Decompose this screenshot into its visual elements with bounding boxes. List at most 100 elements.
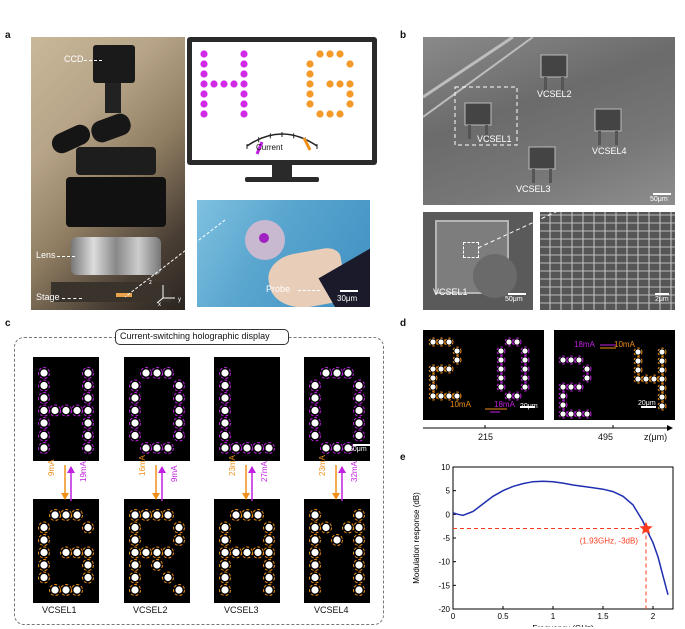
- monitor-stand: [272, 165, 292, 177]
- y-tick-label: 0: [446, 510, 451, 519]
- vcsel2-structure: [540, 54, 568, 91]
- gauge-needle-orange: [302, 137, 312, 151]
- current-low-2: 16mA: [138, 455, 147, 476]
- hologram-bottom-3: [214, 499, 280, 603]
- vcsel2-label: VCSEL2: [537, 89, 572, 99]
- monitor-screen: [200, 50, 354, 155]
- x-tick-label: 0: [451, 612, 456, 621]
- hologram-top-3: [214, 357, 280, 461]
- current-label: Current: [256, 143, 283, 152]
- x-tick-label: 1.5: [597, 612, 609, 621]
- marker-label: (1.93GHz, -3dB): [580, 537, 639, 546]
- probe-scalebar: [340, 290, 358, 292]
- chart-frame: [452, 466, 674, 610]
- y-tick-label: -5: [443, 534, 451, 543]
- current-high-4: 32mA: [350, 461, 359, 482]
- hologram-top-1: [33, 357, 99, 461]
- stage-pointer: [62, 298, 82, 299]
- probe-scale-label: 30μm: [337, 294, 358, 303]
- d-z-right: 495: [598, 432, 614, 442]
- y-tick-label: -20: [438, 605, 450, 614]
- sem-scalebar-1: [653, 193, 671, 195]
- d-digits-20: [428, 337, 530, 401]
- current-high-3: 27mA: [260, 461, 269, 482]
- panel-letter-e: e: [400, 452, 406, 463]
- d-right-label-a: 18mA: [574, 340, 595, 349]
- panel-letter-c: c: [5, 318, 11, 329]
- axis-icon: [155, 282, 177, 304]
- current-switch-arrows-1: [61, 465, 75, 501]
- hologram-top-2: [124, 357, 190, 461]
- y-tick-label: -10: [438, 558, 450, 567]
- y-tick-label: 10: [441, 463, 450, 472]
- panel-c-scale: 50μm: [349, 446, 367, 453]
- axis-y: y: [178, 297, 181, 303]
- vcsel1-label-zoom: VCSEL1: [433, 287, 468, 297]
- panel-d-graphics: [423, 330, 675, 431]
- hologram-top-4: [304, 357, 370, 461]
- axis-z: z: [149, 280, 152, 286]
- panel-c-title: Current-switching holographic display: [120, 331, 270, 341]
- ccd-label: CCD: [64, 54, 84, 64]
- marker-star: [639, 521, 653, 535]
- axis-x: x: [158, 302, 161, 308]
- y-axis-label: Modulation response (dB): [412, 492, 421, 584]
- sem-scalebar-3: [655, 293, 669, 295]
- c-vcsel1-label: VCSEL1: [42, 605, 77, 615]
- y-tick-label: 5: [446, 487, 451, 496]
- monitor: [187, 37, 377, 165]
- microscope-photo: [31, 37, 185, 310]
- gauge-needle-magenta: [255, 141, 264, 155]
- c-vcsel3-label: VCSEL3: [224, 605, 259, 615]
- d-z-left: 215: [478, 432, 494, 442]
- panel-c-scalebar: [353, 444, 371, 446]
- current-switch-arrows-2: [152, 465, 166, 501]
- ccd-pointer: [84, 60, 102, 61]
- c-vcsel4-label: VCSEL4: [314, 605, 349, 615]
- lens-label: Lens: [36, 250, 56, 260]
- x-tick-label: 2: [651, 612, 656, 621]
- sem-overview-structures: [423, 37, 622, 183]
- vcsel1-highlight-box: [454, 86, 518, 146]
- d-left-image: [423, 330, 544, 420]
- current-high-1: 19mA: [79, 461, 88, 482]
- d-left-label-a: 10mA: [450, 400, 471, 409]
- monitor-base: [245, 177, 319, 182]
- monitor-letter-h: [200, 50, 248, 118]
- hologram-bottom-2: [124, 499, 190, 603]
- panel-letter-d: d: [400, 318, 407, 329]
- x-tick-label: 1: [551, 612, 556, 621]
- y-tick-label: -15: [438, 581, 450, 590]
- current-low-1: 9mA: [47, 459, 56, 476]
- sem-scale-2: 50μm: [505, 296, 523, 303]
- x-axis-label: Frequency (GHz): [532, 624, 594, 627]
- panel-letter-a: a: [5, 30, 11, 41]
- d-digits-24: [558, 347, 667, 419]
- probe-label: Probe: [266, 284, 291, 294]
- sem-scale-3: 2μm: [655, 296, 669, 303]
- modulation-response-chart: 0 0.5 1 1.5 2 10 5 0 -5 -10 -15 -20 Frequency (GHz) M…: [412, 463, 674, 627]
- x-tick-label: 0.5: [497, 612, 509, 621]
- sem-zoom-lines: [477, 209, 561, 249]
- vcsel3-label: VCSEL3: [516, 184, 551, 194]
- probe-photo: [197, 200, 370, 307]
- current-low-4: 23mA: [318, 455, 327, 476]
- d-axis-label: z(μm): [644, 432, 668, 442]
- vcsel4-label: VCSEL4: [592, 146, 627, 156]
- panel-c-title-box: [115, 329, 289, 345]
- hologram-bottom-4: [304, 499, 370, 603]
- d-right-label-b: 10mA: [614, 340, 635, 349]
- panel-letter-b: b: [400, 30, 407, 41]
- current-switch-arrows-4: [332, 465, 346, 501]
- stage-label: Stage: [36, 292, 60, 302]
- d-left-label-b: 18mA: [494, 400, 515, 409]
- d-right-scale: 20μm: [638, 400, 656, 407]
- current-high-2: 9mA: [170, 465, 179, 482]
- current-switch-arrows-3: [242, 465, 256, 501]
- sem-scale-1: 50μm: [650, 196, 668, 203]
- vcsel3-structure: [528, 146, 556, 183]
- lens-pointer: [57, 256, 75, 257]
- zoom-arrow: [124, 219, 226, 298]
- vcsel1-label: VCSEL1: [477, 134, 512, 144]
- hologram-bottom-1: [33, 499, 99, 603]
